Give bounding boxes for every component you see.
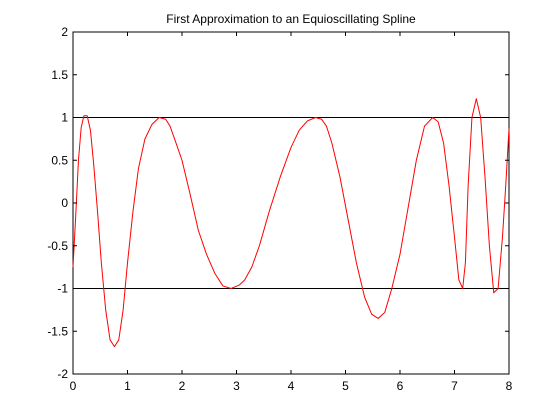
chart-title: First Approximation to an Equioscillatin… [166, 12, 416, 26]
x-tick-label: 3 [233, 379, 240, 393]
x-tick-label: 5 [342, 379, 349, 393]
y-tick-label: 1.5 [51, 68, 68, 82]
y-tick-label: -1.5 [47, 324, 68, 338]
y-tick-label: 2 [61, 25, 68, 39]
x-axis-ticks: 0 1 2 3 4 5 6 7 8 [70, 32, 513, 393]
x-tick-label: 6 [397, 379, 404, 393]
plot-area [72, 31, 510, 375]
x-tick-label: 1 [124, 379, 131, 393]
x-tick-label: 0 [70, 379, 77, 393]
series-line-0 [72, 98, 510, 348]
y-tick-label: 0.5 [51, 153, 68, 167]
y-tick-label: -0.5 [47, 239, 68, 253]
reference-lines [73, 117, 509, 289]
y-axis-ticks: -2 -1.5 -1 -0.5 0 0.5 1 1.5 2 [47, 25, 509, 381]
x-tick-label: 8 [506, 379, 513, 393]
x-tick-label: 2 [179, 379, 186, 393]
series-layer [72, 98, 510, 348]
y-tick-label: 1 [61, 111, 68, 125]
x-tick-label: 7 [451, 379, 458, 393]
x-tick-label: 4 [288, 379, 295, 393]
y-tick-label: -2 [57, 367, 68, 381]
y-tick-label: -1 [57, 282, 68, 296]
y-tick-label: 0 [61, 196, 68, 210]
